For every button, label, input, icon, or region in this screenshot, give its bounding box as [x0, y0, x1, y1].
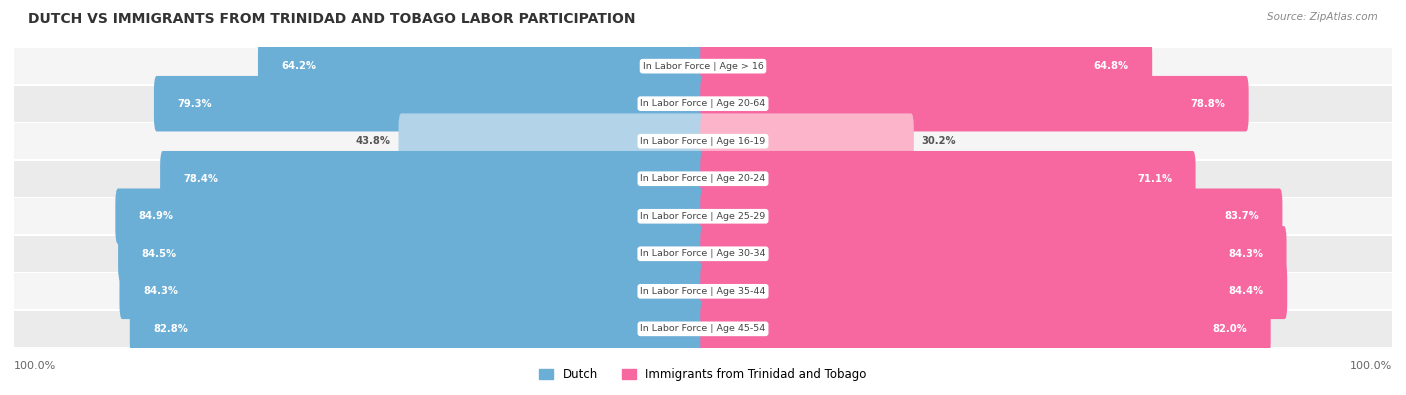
Text: 84.9%: 84.9%	[139, 211, 174, 221]
FancyBboxPatch shape	[160, 151, 706, 207]
Text: 82.0%: 82.0%	[1212, 324, 1247, 334]
Text: 64.8%: 64.8%	[1094, 61, 1129, 71]
Text: 71.1%: 71.1%	[1137, 174, 1173, 184]
Text: In Labor Force | Age 30-34: In Labor Force | Age 30-34	[640, 249, 766, 258]
Bar	[14, 198, 1392, 234]
FancyBboxPatch shape	[153, 76, 706, 132]
FancyBboxPatch shape	[700, 226, 1286, 282]
Text: In Labor Force | Age 45-54: In Labor Force | Age 45-54	[640, 324, 766, 333]
Text: In Labor Force | Age 35-44: In Labor Force | Age 35-44	[640, 287, 766, 296]
FancyBboxPatch shape	[257, 38, 706, 94]
Text: In Labor Force | Age 16-19: In Labor Force | Age 16-19	[640, 137, 766, 146]
Legend: Dutch, Immigrants from Trinidad and Tobago: Dutch, Immigrants from Trinidad and Toba…	[540, 368, 866, 381]
FancyBboxPatch shape	[700, 113, 914, 169]
FancyBboxPatch shape	[700, 76, 1249, 132]
Text: Source: ZipAtlas.com: Source: ZipAtlas.com	[1267, 12, 1378, 22]
Text: 100.0%: 100.0%	[1350, 361, 1392, 371]
Text: 83.7%: 83.7%	[1225, 211, 1258, 221]
Text: 84.3%: 84.3%	[1227, 249, 1263, 259]
FancyBboxPatch shape	[118, 226, 706, 282]
FancyBboxPatch shape	[700, 301, 1271, 357]
Text: In Labor Force | Age > 16: In Labor Force | Age > 16	[643, 62, 763, 71]
Text: 43.8%: 43.8%	[356, 136, 391, 146]
Bar	[14, 48, 1392, 84]
Bar	[14, 236, 1392, 272]
Text: 78.8%: 78.8%	[1191, 99, 1225, 109]
Text: 100.0%: 100.0%	[14, 361, 56, 371]
Text: 84.3%: 84.3%	[143, 286, 179, 296]
Text: 78.4%: 78.4%	[184, 174, 218, 184]
Text: 64.2%: 64.2%	[281, 61, 316, 71]
Text: In Labor Force | Age 20-64: In Labor Force | Age 20-64	[640, 99, 766, 108]
Text: 84.4%: 84.4%	[1229, 286, 1264, 296]
FancyBboxPatch shape	[398, 113, 706, 169]
Text: In Labor Force | Age 25-29: In Labor Force | Age 25-29	[640, 212, 766, 221]
FancyBboxPatch shape	[700, 38, 1152, 94]
FancyBboxPatch shape	[700, 151, 1195, 207]
Text: In Labor Force | Age 20-24: In Labor Force | Age 20-24	[640, 174, 766, 183]
Bar	[14, 161, 1392, 197]
FancyBboxPatch shape	[129, 301, 706, 357]
Text: 84.5%: 84.5%	[142, 249, 177, 259]
Text: 82.8%: 82.8%	[153, 324, 188, 334]
Text: 30.2%: 30.2%	[921, 136, 956, 146]
Bar	[14, 86, 1392, 122]
FancyBboxPatch shape	[115, 188, 706, 244]
Text: 79.3%: 79.3%	[177, 99, 212, 109]
Bar	[14, 311, 1392, 347]
FancyBboxPatch shape	[700, 263, 1288, 319]
Text: DUTCH VS IMMIGRANTS FROM TRINIDAD AND TOBAGO LABOR PARTICIPATION: DUTCH VS IMMIGRANTS FROM TRINIDAD AND TO…	[28, 12, 636, 26]
Bar	[14, 123, 1392, 159]
Bar	[14, 273, 1392, 309]
FancyBboxPatch shape	[120, 263, 706, 319]
FancyBboxPatch shape	[700, 188, 1282, 244]
